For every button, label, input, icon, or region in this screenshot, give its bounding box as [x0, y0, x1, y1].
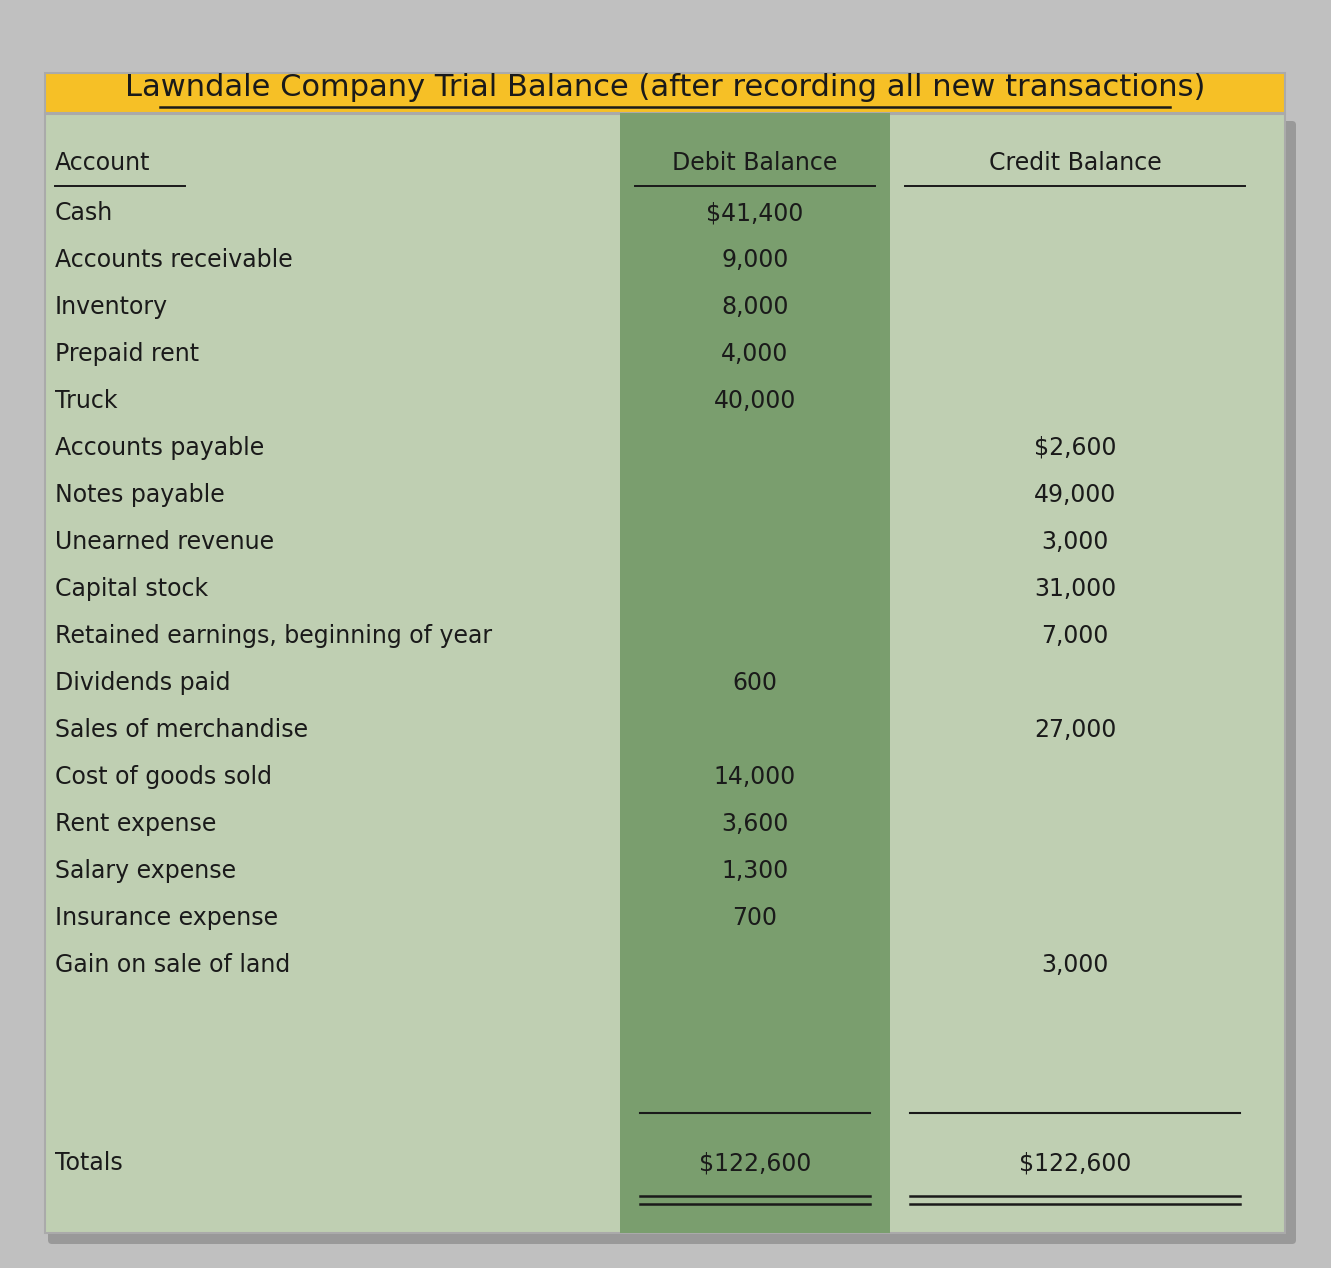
Text: $2,600: $2,600: [1034, 436, 1117, 460]
Text: Debit Balance: Debit Balance: [672, 151, 837, 175]
FancyBboxPatch shape: [45, 114, 1284, 1232]
Text: 31,000: 31,000: [1034, 577, 1117, 601]
Text: Cost of goods sold: Cost of goods sold: [55, 765, 272, 789]
Text: $122,600: $122,600: [699, 1151, 811, 1175]
Text: Prepaid rent: Prepaid rent: [55, 342, 200, 366]
Text: 3,000: 3,000: [1041, 954, 1109, 978]
Text: 14,000: 14,000: [713, 765, 796, 789]
Text: 3,000: 3,000: [1041, 530, 1109, 554]
Text: 3,600: 3,600: [721, 812, 789, 836]
Text: Credit Balance: Credit Balance: [989, 151, 1162, 175]
Text: Accounts receivable: Accounts receivable: [55, 249, 293, 273]
Text: Inventory: Inventory: [55, 295, 168, 320]
Text: 9,000: 9,000: [721, 249, 789, 273]
Text: 8,000: 8,000: [721, 295, 789, 320]
Text: Notes payable: Notes payable: [55, 483, 225, 507]
Text: Dividends paid: Dividends paid: [55, 671, 230, 695]
Text: 40,000: 40,000: [713, 389, 796, 413]
Text: 1,300: 1,300: [721, 858, 789, 883]
Text: Insurance expense: Insurance expense: [55, 907, 278, 929]
FancyBboxPatch shape: [45, 74, 1284, 113]
Text: Accounts payable: Accounts payable: [55, 436, 265, 460]
Text: Rent expense: Rent expense: [55, 812, 217, 836]
Text: Salary expense: Salary expense: [55, 858, 236, 883]
Text: Lawndale Company Trial Balance (after recording all new transactions): Lawndale Company Trial Balance (after re…: [125, 74, 1205, 103]
Text: 27,000: 27,000: [1034, 718, 1117, 742]
Text: $122,600: $122,600: [1018, 1151, 1131, 1175]
Text: $41,400: $41,400: [707, 202, 804, 224]
Bar: [620, 113, 890, 1232]
FancyBboxPatch shape: [48, 120, 1296, 1244]
Text: Cash: Cash: [55, 202, 113, 224]
Text: 700: 700: [732, 907, 777, 929]
Text: Unearned revenue: Unearned revenue: [55, 530, 274, 554]
Text: Totals: Totals: [55, 1151, 122, 1175]
Text: 4,000: 4,000: [721, 342, 789, 366]
Text: 7,000: 7,000: [1041, 624, 1109, 648]
Text: 49,000: 49,000: [1034, 483, 1117, 507]
Text: Truck: Truck: [55, 389, 117, 413]
Text: Gain on sale of land: Gain on sale of land: [55, 954, 290, 978]
Text: Capital stock: Capital stock: [55, 577, 208, 601]
Text: Account: Account: [55, 151, 150, 175]
Text: 600: 600: [732, 671, 777, 695]
Text: Sales of merchandise: Sales of merchandise: [55, 718, 307, 742]
Text: Retained earnings, beginning of year: Retained earnings, beginning of year: [55, 624, 492, 648]
